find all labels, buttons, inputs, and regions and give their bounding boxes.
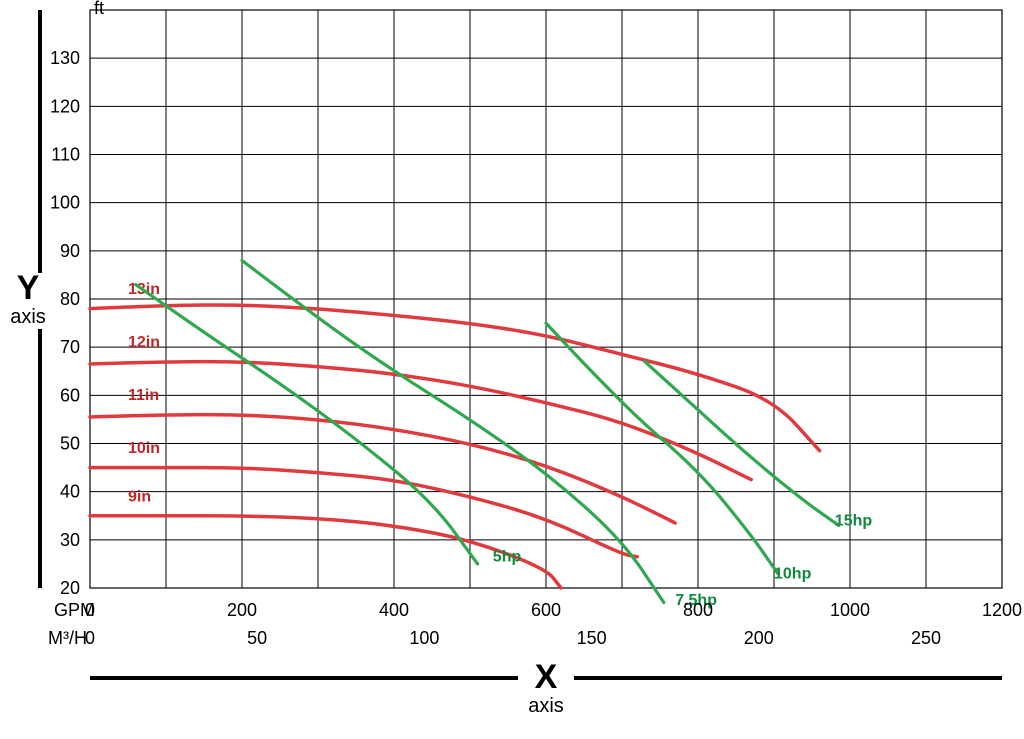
pump-curve-chart: 2030405060708090100110120130ft13in12in11… <box>0 0 1024 739</box>
svg-text:axis: axis <box>528 695 564 717</box>
svg-text:axis: axis <box>10 306 46 328</box>
svg-text:0: 0 <box>85 600 95 620</box>
svg-text:400: 400 <box>379 600 409 620</box>
svg-text:200: 200 <box>744 628 774 648</box>
svg-text:1000: 1000 <box>830 600 870 620</box>
svg-text:200: 200 <box>227 600 257 620</box>
svg-text:30: 30 <box>60 530 80 550</box>
svg-text:12in: 12in <box>128 334 160 351</box>
svg-text:0: 0 <box>85 628 95 648</box>
svg-text:9in: 9in <box>128 488 151 505</box>
svg-text:100: 100 <box>409 628 439 648</box>
svg-text:70: 70 <box>60 337 80 357</box>
svg-text:ft: ft <box>94 0 104 18</box>
svg-text:20: 20 <box>60 578 80 598</box>
svg-text:Y: Y <box>17 269 40 307</box>
svg-text:50: 50 <box>247 628 267 648</box>
svg-text:15hp: 15hp <box>835 512 873 529</box>
svg-text:40: 40 <box>60 482 80 502</box>
svg-text:600: 600 <box>531 600 561 620</box>
svg-text:100: 100 <box>50 193 80 213</box>
svg-text:X: X <box>535 658 558 696</box>
svg-text:1200: 1200 <box>982 600 1022 620</box>
svg-text:130: 130 <box>50 48 80 68</box>
svg-text:250: 250 <box>911 628 941 648</box>
svg-text:110: 110 <box>51 145 80 165</box>
svg-text:50: 50 <box>60 434 80 454</box>
svg-text:11in: 11in <box>128 387 159 404</box>
svg-text:150: 150 <box>577 628 607 648</box>
svg-text:5hp: 5hp <box>493 549 522 566</box>
svg-text:10hp: 10hp <box>774 565 812 582</box>
svg-text:800: 800 <box>683 600 713 620</box>
svg-text:60: 60 <box>60 385 80 405</box>
svg-text:10in: 10in <box>128 440 160 457</box>
chart-svg: 2030405060708090100110120130ft13in12in11… <box>0 0 1024 739</box>
svg-text:90: 90 <box>60 241 80 261</box>
svg-text:80: 80 <box>60 289 80 309</box>
svg-text:M³/H: M³/H <box>48 628 87 648</box>
svg-text:120: 120 <box>50 96 80 116</box>
